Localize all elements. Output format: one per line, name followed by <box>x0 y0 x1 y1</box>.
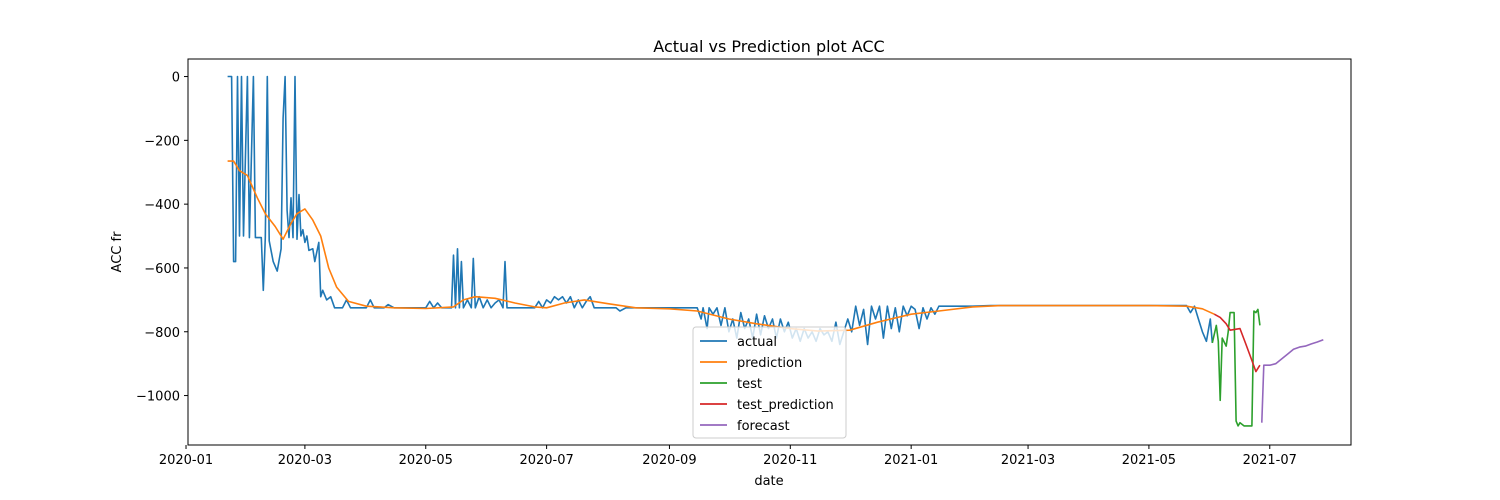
series-line-test <box>1211 308 1261 427</box>
x-tick-label: 2020-07 <box>519 453 573 468</box>
y-tick-label: 0 <box>172 71 180 86</box>
x-tick-label: 2021-07 <box>1243 453 1297 468</box>
y-tick-label: −200 <box>144 134 180 149</box>
legend: actual prediction test test_predictionforec… <box>692 326 847 439</box>
x-tick-label: 2021-01 <box>884 453 938 468</box>
series-layer <box>227 75 1324 427</box>
x-axis-label: date <box>754 474 783 489</box>
legend-label-test-prediction: test_prediction <box>737 398 834 413</box>
legend-label-forecast: forecast <box>737 419 790 434</box>
series-line-actual <box>227 75 1214 346</box>
plot-frame <box>187 58 1352 446</box>
y-tick-label: −400 <box>144 198 180 213</box>
y-tick-label: −800 <box>144 326 180 341</box>
x-tick-label: 2020-03 <box>278 453 332 468</box>
legend-label-actual: actual <box>737 335 777 350</box>
series-line-prediction <box>227 160 1215 332</box>
x-tick-label: 2020-01 <box>159 453 213 468</box>
series-line-test-prediction <box>1213 313 1261 373</box>
chart-title: Actual vs Prediction plot ACC <box>653 37 884 56</box>
legend-label-prediction: prediction <box>737 356 802 371</box>
y-axis: 0 −200 −400 −600 −800 −1000 <box>136 71 188 405</box>
x-tick-label: 2021-05 <box>1122 453 1176 468</box>
x-tick-label: 2020-11 <box>763 453 817 468</box>
y-tick-label: −1000 <box>136 390 180 405</box>
x-tick-label: 2020-05 <box>399 453 453 468</box>
legend-label-test: test <box>737 377 762 392</box>
series-line-forecast <box>1261 338 1324 423</box>
y-axis-label: ACC fr <box>110 231 125 273</box>
legend-box <box>692 326 847 439</box>
x-tick-label: 2020-09 <box>642 453 696 468</box>
x-axis: 2020-01 2020-03 2020-05 2020-07 2020-09 2020-… <box>159 445 1297 468</box>
x-tick-label: 2021-03 <box>1001 453 1055 468</box>
y-tick-label: −600 <box>144 262 180 277</box>
